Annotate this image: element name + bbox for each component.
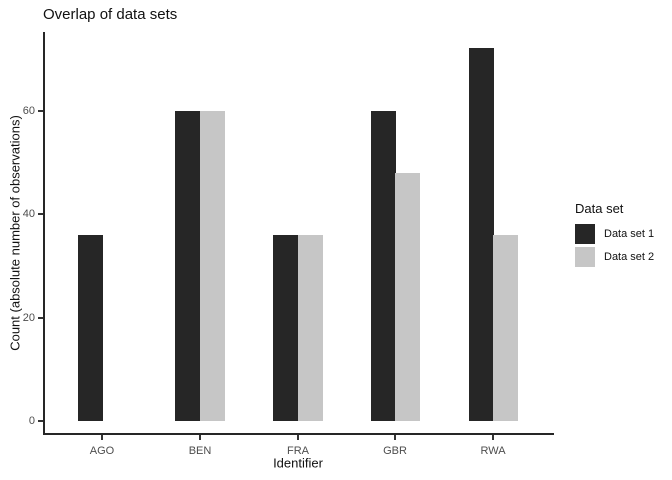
legend-swatch-1	[575, 224, 595, 244]
legend-item-2: Data set 2	[575, 247, 654, 267]
legend-swatch-2	[575, 247, 595, 267]
bar-gbr-1	[371, 111, 396, 421]
bar-ago-1	[78, 235, 103, 421]
bar-gbr-2	[395, 173, 420, 421]
y-tick-mark	[38, 213, 43, 215]
bar-ben-2	[200, 111, 225, 421]
x-tick-label-ago: AGO	[89, 445, 115, 457]
y-axis-line	[43, 32, 45, 435]
x-tick-mark	[394, 435, 396, 440]
bar-fra-1	[273, 235, 298, 421]
x-tick-mark	[297, 435, 299, 440]
x-tick-label-gbr: GBR	[383, 445, 407, 457]
x-tick-mark	[101, 435, 103, 440]
legend-item-1: Data set 1	[575, 224, 654, 244]
chart-title: Overlap of data sets	[43, 6, 178, 23]
y-tick-label: 60	[22, 105, 35, 117]
y-tick-label: 20	[22, 312, 35, 324]
x-axis-line	[43, 433, 554, 435]
x-tick-label-fra: FRA	[287, 445, 309, 457]
x-tick-label-rwa: RWA	[480, 445, 506, 457]
bar-ben-1	[175, 111, 200, 421]
y-tick-mark	[38, 317, 43, 319]
legend-label-2: Data set 2	[604, 251, 655, 263]
x-tick-label-ben: BEN	[188, 445, 212, 457]
legend-label-1: Data set 1	[604, 228, 655, 240]
bar-rwa-1	[469, 48, 494, 421]
y-tick-mark	[38, 110, 43, 112]
x-axis-title: Identifier	[273, 455, 323, 471]
x-tick-mark	[199, 435, 201, 440]
legend-items: Data set 1 Data set 2	[575, 224, 654, 267]
y-tick-label: 40	[22, 208, 35, 220]
y-tick-label: 0	[28, 415, 35, 427]
legend: Data set Data set 1 Data set 2	[575, 201, 654, 270]
x-tick-mark	[492, 435, 494, 440]
bar-fra-2	[298, 235, 323, 421]
legend-title: Data set	[575, 201, 624, 216]
y-tick-mark	[38, 420, 43, 422]
bar-rwa-2	[493, 235, 518, 421]
